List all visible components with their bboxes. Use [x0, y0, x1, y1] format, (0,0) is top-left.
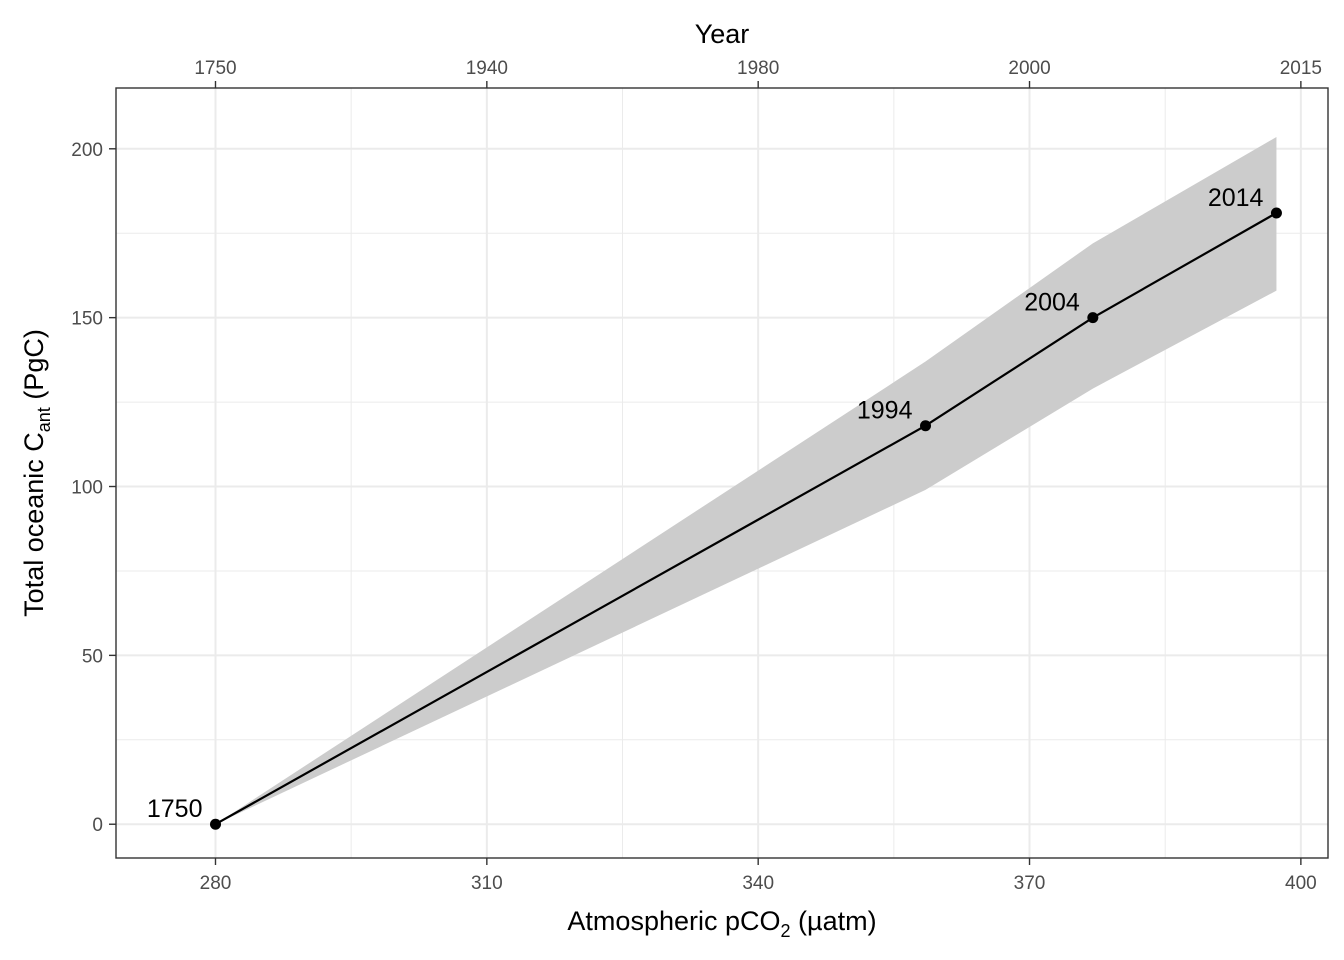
x-tick-label: 310 [471, 873, 503, 894]
x-tick-label: 340 [742, 873, 774, 894]
top-x-tick-label: 1750 [194, 58, 236, 79]
y-axis-title-subscript: ant [34, 407, 54, 432]
top-x-tick-label: 1980 [737, 58, 779, 79]
x-tick-label: 370 [1014, 873, 1046, 894]
data-point-1750 [209, 818, 221, 830]
y-axis-title-prefix: Total oceanic C [19, 432, 49, 617]
point-label-1750: 1750 [147, 795, 203, 823]
x-axis-title-subscript: 2 [781, 921, 791, 941]
point-label-2014: 2014 [1208, 184, 1264, 212]
y-tick-label: 50 [82, 646, 103, 667]
data-point-1994 [920, 420, 932, 432]
x-axis-title: Atmospheric pCO2 (µatm) [567, 906, 876, 941]
series-line [214, 212, 1277, 826]
confidence-band [215, 136, 1277, 825]
uncertainty-band [215, 136, 1277, 825]
x-tick-label: 400 [1285, 873, 1317, 894]
plot-frame [115, 87, 1329, 859]
top-axis-title: Year [695, 19, 750, 49]
y-axis-title: Total oceanic Cant (PgC) [19, 329, 54, 617]
data-point-2014 [1270, 207, 1282, 219]
y-tick-label: 100 [71, 478, 103, 499]
y-axis-title-suffix: (PgC) [19, 329, 49, 407]
point-label-2004: 2004 [1024, 289, 1080, 317]
top-x-tick-label: 2015 [1280, 58, 1322, 79]
point-label-1994: 1994 [857, 397, 913, 425]
data-points [209, 207, 1282, 830]
data-line [214, 212, 1277, 826]
data-point-2004 [1087, 312, 1099, 324]
top-x-tick-label: 1940 [466, 58, 508, 79]
axes: 280 310 340 370 400 1750 1940 1980 2000 2015 0 50 10… [71, 58, 1322, 894]
y-tick-label: 200 [71, 140, 103, 161]
x-tick-label: 280 [200, 873, 232, 894]
grid-lines [116, 88, 1328, 858]
x-axis-title-prefix: Atmospheric pCO [567, 906, 780, 936]
top-x-tick-label: 2000 [1008, 58, 1050, 79]
x-axis-title-suffix: (µatm) [791, 906, 877, 936]
point-labels: 1750 1994 2004 2014 [147, 184, 1264, 823]
y-tick-label: 150 [71, 309, 103, 330]
y-tick-label: 0 [92, 815, 103, 836]
